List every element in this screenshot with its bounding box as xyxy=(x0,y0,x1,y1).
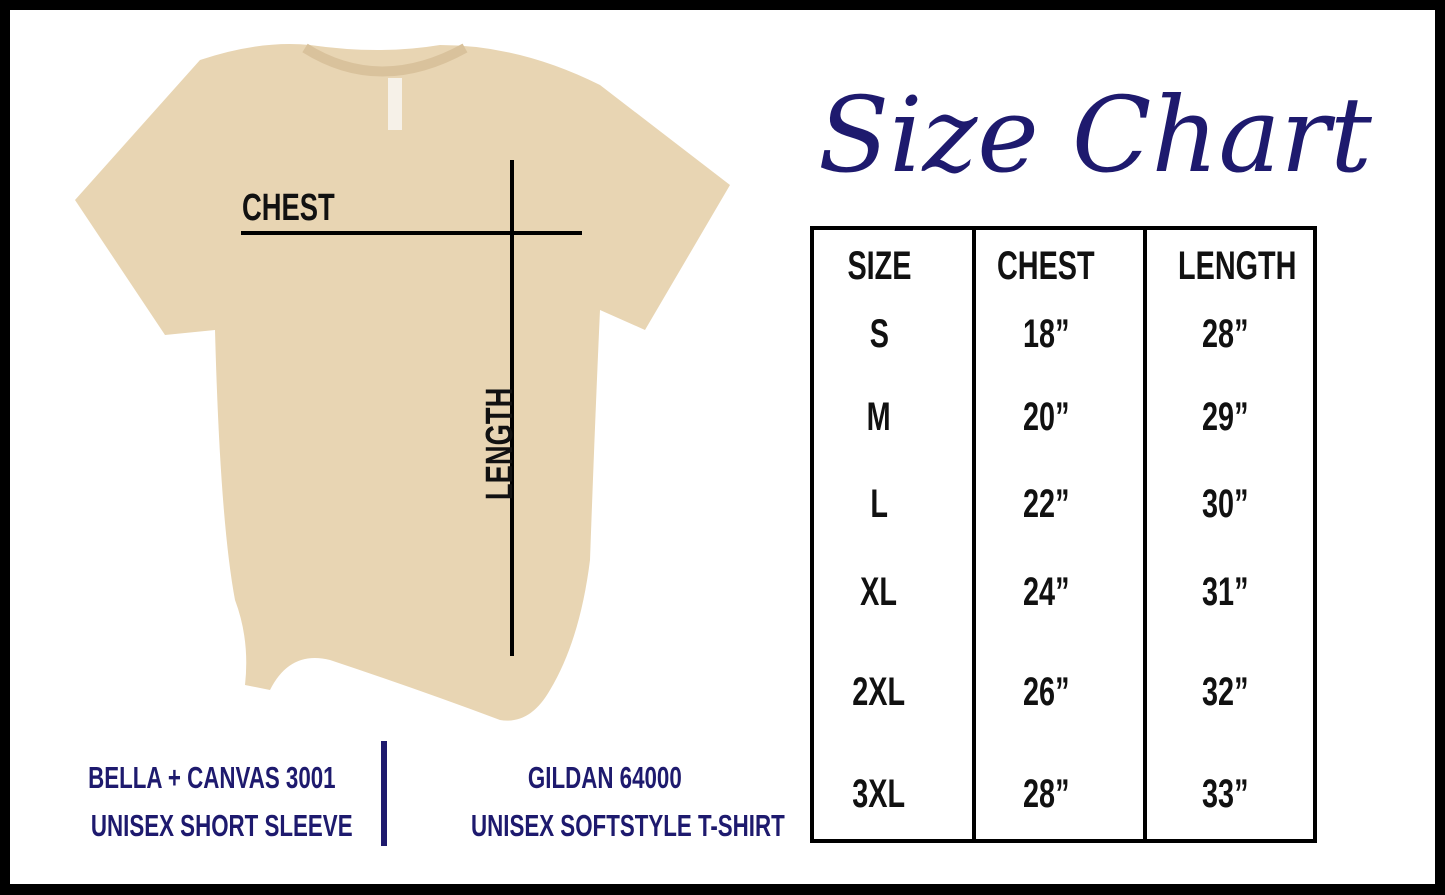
cell-size-text: L xyxy=(870,482,888,526)
cell-length: 28” xyxy=(1155,310,1295,358)
brand-divider xyxy=(381,741,387,846)
cell-length-text: 31” xyxy=(1201,570,1249,614)
cell-chest: 18” xyxy=(976,310,1116,358)
cell-length: 33” xyxy=(1155,770,1295,818)
chest-label: CHEST xyxy=(242,187,335,229)
cell-size-text: 3XL xyxy=(852,772,906,816)
cell-chest-text: 18” xyxy=(1022,312,1070,356)
cell-length: 31” xyxy=(1155,568,1295,616)
cell-size: XL xyxy=(809,568,949,616)
cell-chest: 20” xyxy=(976,393,1116,441)
cell-length: 32” xyxy=(1155,668,1295,716)
cell-chest-text: 20” xyxy=(1022,395,1070,439)
cell-size: L xyxy=(809,480,949,528)
column-divider xyxy=(1143,230,1147,839)
shirt-collar xyxy=(302,43,468,77)
size-table xyxy=(810,226,1317,843)
cell-length-text: 30” xyxy=(1201,482,1249,526)
cell-length-text: 28” xyxy=(1201,312,1249,356)
cell-size: 3XL xyxy=(809,770,949,818)
cell-length: 30” xyxy=(1155,480,1295,528)
brand-line: UNISEX SOFTSTYLE T-SHIRT xyxy=(471,808,785,843)
cell-chest: 26” xyxy=(976,668,1116,716)
cell-chest-text: 28” xyxy=(1022,772,1070,816)
cell-length-text: 32” xyxy=(1201,670,1249,714)
cell-chest: 24” xyxy=(976,568,1116,616)
shirt-tag xyxy=(388,78,402,130)
cell-size-text: S xyxy=(869,312,889,356)
cell-size-text: XL xyxy=(860,570,898,614)
cell-size-text: 2XL xyxy=(852,670,906,714)
shirt-body xyxy=(75,44,730,721)
column-divider xyxy=(972,230,976,839)
header-size-text: SIZE xyxy=(846,244,912,288)
brand-bella-canvas: BELLA + CANVAS 3001 UNISEX SHORT SLEEVE xyxy=(40,754,370,850)
brand-line: BELLA + CANVAS 3001 xyxy=(88,760,336,795)
header-chest: CHEST xyxy=(976,242,1116,290)
brand-line: GILDAN 64000 xyxy=(528,760,682,795)
cell-size: S xyxy=(809,310,949,358)
brand-line: UNISEX SHORT SLEEVE xyxy=(90,808,353,843)
header-length: LENGTH xyxy=(1155,242,1297,290)
tshirt-illustration xyxy=(75,43,730,721)
brand-gildan: GILDAN 64000 UNISEX SOFTSTYLE T-SHIRT xyxy=(410,754,800,850)
cell-length: 29” xyxy=(1155,393,1295,441)
length-label: LENGTH xyxy=(479,387,521,501)
header-chest-text: CHEST xyxy=(997,244,1095,288)
cell-size-text: M xyxy=(866,395,891,439)
cell-size: 2XL xyxy=(809,668,949,716)
header-size: SIZE xyxy=(809,242,949,290)
cell-chest: 28” xyxy=(976,770,1116,818)
cell-size: M xyxy=(809,393,949,441)
cell-chest-text: 22” xyxy=(1022,482,1070,526)
cell-length-text: 33” xyxy=(1201,772,1249,816)
cell-length-text: 29” xyxy=(1201,395,1249,439)
size-chart-card: CHEST LENGTH Size Chart BELLA + CANVAS 3… xyxy=(10,10,1435,884)
cell-chest-text: 26” xyxy=(1022,670,1070,714)
header-length-text: LENGTH xyxy=(1178,244,1297,288)
cell-chest-text: 24” xyxy=(1022,570,1070,614)
size-chart-title: Size Chart xyxy=(818,74,1372,196)
cell-chest: 22” xyxy=(976,480,1116,528)
